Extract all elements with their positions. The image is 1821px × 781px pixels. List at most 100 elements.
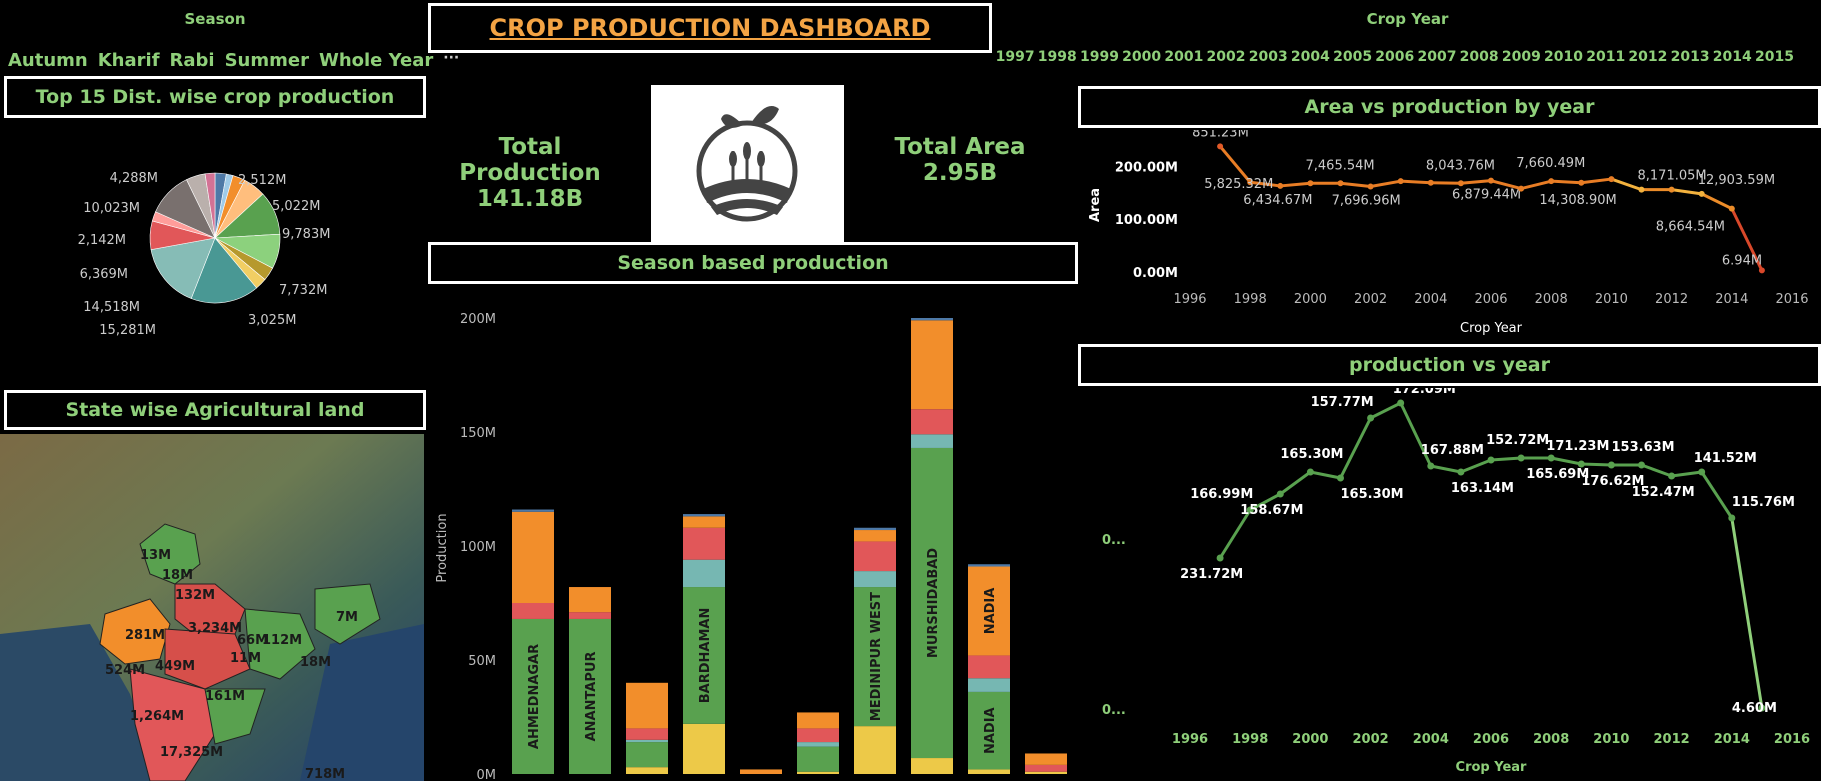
year-1997[interactable]: 1997	[995, 49, 1035, 65]
prod-point[interactable]	[1607, 461, 1615, 469]
season-bar-segment[interactable]	[797, 771, 839, 774]
season-bar-segment[interactable]	[797, 742, 839, 747]
pie-slice[interactable]	[190, 237, 258, 304]
season-summer[interactable]: Summer	[224, 50, 309, 71]
season-whole-year[interactable]: Whole Year	[318, 50, 434, 71]
year-2014[interactable]: 2014	[1712, 49, 1752, 65]
prod-point[interactable]	[1457, 468, 1465, 476]
season-bar-segment[interactable]	[569, 612, 611, 619]
year-2008[interactable]: 2008	[1459, 49, 1499, 65]
season-bar-segment[interactable]	[626, 742, 668, 768]
area-point[interactable]	[1247, 179, 1254, 186]
season-bar-segment[interactable]	[569, 587, 611, 613]
season-bar-segment[interactable]	[569, 618, 611, 774]
season-bar-segment[interactable]	[968, 564, 1010, 567]
area-point[interactable]	[1608, 176, 1615, 183]
season-bar-segment[interactable]	[626, 728, 668, 740]
season-bar-segment[interactable]	[512, 618, 554, 774]
prod-point[interactable]	[1337, 474, 1344, 482]
prod-point[interactable]	[1698, 468, 1706, 476]
year-1998[interactable]: 1998	[1037, 49, 1077, 65]
area-point[interactable]	[1397, 178, 1404, 185]
prod-point[interactable]	[1306, 468, 1314, 476]
year-2005[interactable]: 2005	[1333, 49, 1373, 65]
prod-point[interactable]	[1216, 554, 1224, 562]
season-bar-segment[interactable]	[1025, 771, 1067, 774]
prod-point[interactable]	[1427, 462, 1435, 470]
season-kharif[interactable]: Kharif	[97, 50, 160, 71]
season-bar-segment[interactable]	[512, 509, 554, 512]
prod-point[interactable]	[1397, 399, 1405, 407]
area-point[interactable]	[1337, 180, 1344, 187]
year-2012[interactable]: 2012	[1628, 49, 1668, 65]
pie-slice[interactable]	[150, 237, 216, 299]
prod-point[interactable]	[1638, 461, 1645, 469]
prod-point[interactable]	[1728, 514, 1736, 522]
season-bar-segment[interactable]	[911, 320, 953, 410]
season-bar-segment[interactable]	[512, 603, 554, 619]
season-more-icon[interactable]: ···	[443, 50, 460, 66]
season-bar-segment[interactable]	[797, 728, 839, 743]
area-point[interactable]	[1307, 180, 1314, 187]
season-bar-segment[interactable]	[1025, 764, 1067, 772]
season-bar-segment[interactable]	[911, 409, 953, 435]
prod-point[interactable]	[1668, 472, 1676, 480]
year-2010[interactable]: 2010	[1544, 49, 1584, 65]
season-bar-segment[interactable]	[854, 541, 896, 572]
prod-point[interactable]	[1246, 506, 1254, 514]
pie-slice[interactable]	[204, 172, 216, 239]
area-point[interactable]	[1668, 186, 1675, 193]
season-bar-segment[interactable]	[911, 318, 953, 321]
season-bar-segment[interactable]	[854, 527, 896, 531]
season-bar-segment[interactable]	[740, 769, 782, 774]
year-2011[interactable]: 2011	[1586, 49, 1626, 65]
season-bar-segment[interactable]	[968, 655, 1010, 679]
season-bar-segment[interactable]	[968, 769, 1010, 774]
year-2006[interactable]: 2006	[1375, 49, 1415, 65]
year-2001[interactable]: 2001	[1164, 49, 1204, 65]
area-point[interactable]	[1638, 186, 1645, 193]
area-point[interactable]	[1457, 180, 1464, 187]
season-bar-segment[interactable]	[683, 514, 725, 517]
season-bar-segment[interactable]	[968, 566, 1010, 656]
season-bar-segment[interactable]	[854, 587, 896, 727]
prod-point[interactable]	[1547, 454, 1555, 462]
year-2009[interactable]: 2009	[1501, 49, 1541, 65]
prod-point[interactable]	[1276, 490, 1284, 498]
area-point[interactable]	[1548, 178, 1555, 185]
season-bar-segment[interactable]	[797, 746, 839, 772]
area-point[interactable]	[1518, 185, 1525, 192]
season-bar-segment[interactable]	[854, 571, 896, 588]
year-2000[interactable]: 2000	[1122, 49, 1162, 65]
year-2013[interactable]: 2013	[1670, 49, 1710, 65]
area-point[interactable]	[1277, 182, 1284, 189]
season-bar-segment[interactable]	[683, 559, 725, 588]
season-bar-segment[interactable]	[512, 511, 554, 603]
season-bar-segment[interactable]	[911, 758, 953, 774]
prod-point[interactable]	[1367, 414, 1375, 422]
area-point[interactable]	[1758, 267, 1765, 274]
season-bar-segment[interactable]	[683, 587, 725, 724]
season-bar-segment[interactable]	[854, 530, 896, 542]
area-point[interactable]	[1578, 179, 1585, 186]
season-bar-segment[interactable]	[968, 678, 1010, 692]
year-2015[interactable]: 2015	[1754, 49, 1794, 65]
year-2002[interactable]: 2002	[1206, 49, 1246, 65]
season-bar-segment[interactable]	[683, 723, 725, 774]
year-1999[interactable]: 1999	[1079, 49, 1119, 65]
season-bar-segment[interactable]	[968, 691, 1010, 770]
area-point[interactable]	[1698, 190, 1705, 197]
season-bar-segment[interactable]	[911, 447, 953, 759]
area-point[interactable]	[1488, 177, 1494, 184]
season-bar-segment[interactable]	[626, 767, 668, 774]
season-bar-segment[interactable]	[911, 434, 953, 448]
season-bar-segment[interactable]	[1025, 753, 1067, 765]
season-bar-segment[interactable]	[683, 527, 725, 560]
year-2007[interactable]: 2007	[1417, 49, 1457, 65]
year-2004[interactable]: 2004	[1290, 49, 1330, 65]
prod-point[interactable]	[1517, 454, 1525, 462]
year-2003[interactable]: 2003	[1248, 49, 1288, 65]
prod-point[interactable]	[1758, 704, 1766, 712]
area-point[interactable]	[1367, 183, 1374, 190]
season-rabi[interactable]: Rabi	[169, 50, 215, 71]
